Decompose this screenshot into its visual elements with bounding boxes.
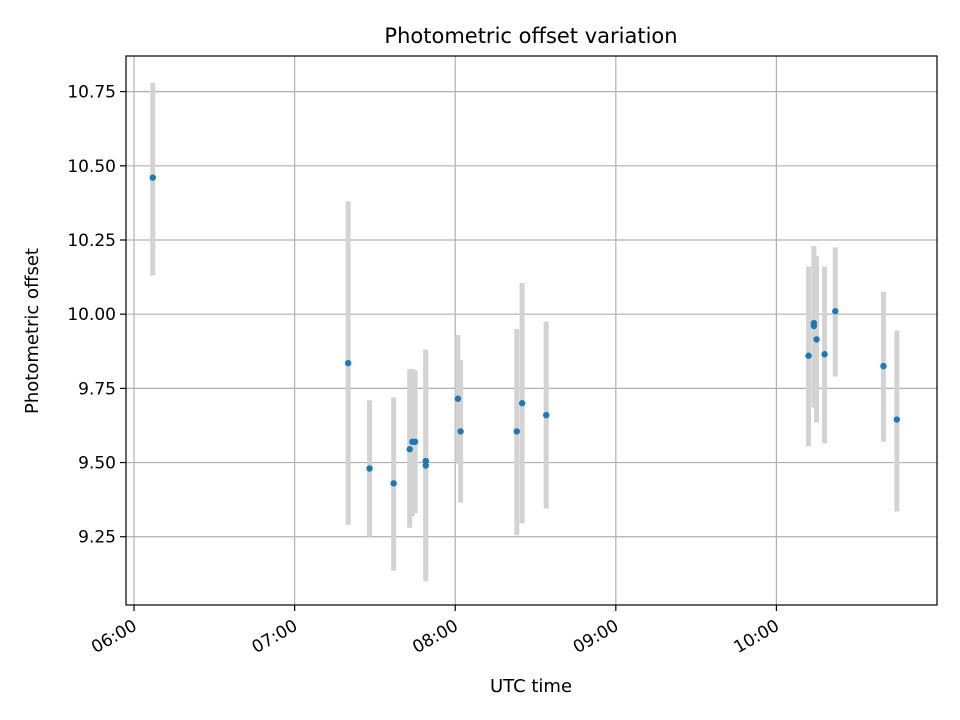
data-point: [805, 352, 812, 359]
chart-title: Photometric offset variation: [384, 24, 677, 48]
data-point: [366, 465, 373, 472]
y-tick-label: 9.25: [78, 528, 116, 548]
data-point: [513, 428, 520, 435]
y-tick-label: 10.25: [67, 231, 116, 251]
x-axis-label: UTC time: [490, 676, 572, 697]
data-point: [344, 359, 352, 367]
grid: [126, 56, 937, 605]
data-point: [390, 480, 397, 487]
data-point: [422, 462, 429, 469]
data-point: [454, 395, 462, 402]
data-point: [406, 446, 413, 453]
data-point: [810, 322, 818, 330]
y-axis-ticks: 9.25 9.50 9.75 10.00 10.25 10.50 10.75: [67, 83, 126, 548]
data-point: [411, 438, 419, 445]
data-points: [149, 174, 901, 487]
data-point: [149, 174, 156, 181]
plot-frame: [125, 55, 938, 606]
y-axis-label: Photometric offset: [22, 248, 43, 414]
y-tick-label: 9.75: [78, 379, 116, 399]
data-point: [813, 336, 820, 343]
data-point: [893, 416, 901, 423]
data-point: [543, 411, 550, 419]
y-tick-label: 10.75: [67, 83, 116, 103]
data-point: [832, 308, 839, 315]
data-point: [422, 457, 429, 465]
data-point: [821, 351, 828, 358]
y-tick-label: 10.50: [67, 157, 116, 177]
data-point: [880, 362, 887, 370]
y-tick-label: 9.50: [78, 454, 116, 474]
data-point: [457, 428, 464, 435]
data-point: [518, 400, 526, 407]
y-tick-label: 10.00: [67, 305, 116, 325]
